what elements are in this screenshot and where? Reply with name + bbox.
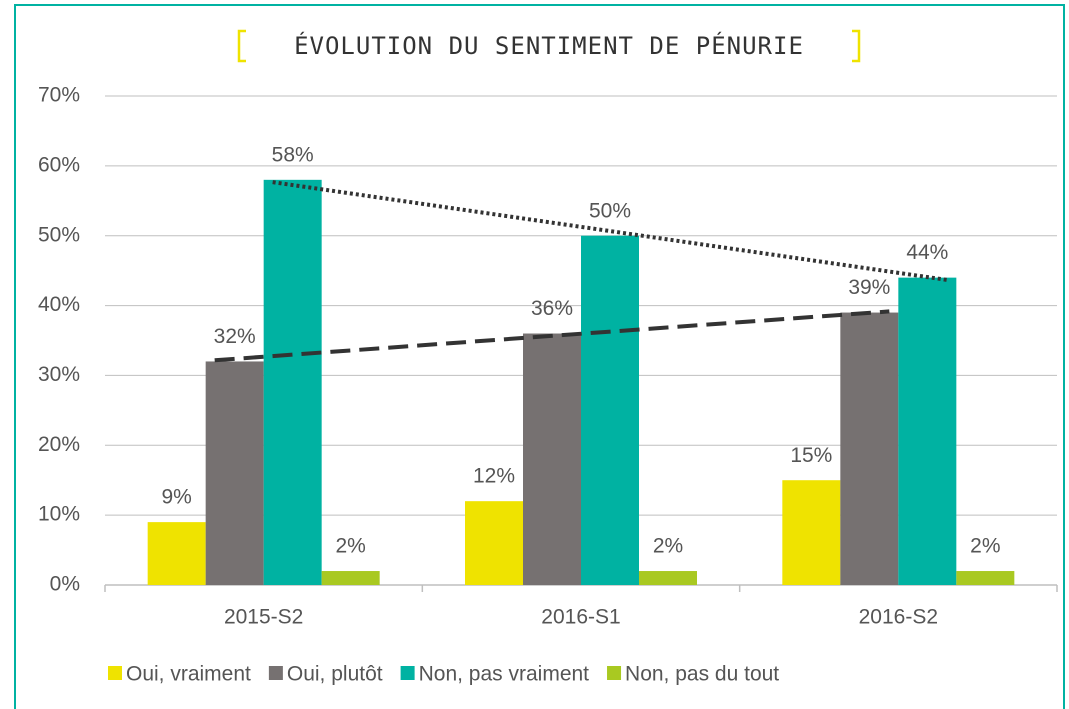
legend-label: Non, pas du tout: [625, 663, 779, 686]
title-bracket: [237, 29, 246, 63]
y-tick-label: 10%: [38, 503, 80, 526]
legend-label: Non, pas vraiment: [419, 663, 590, 686]
data-label: 44%: [906, 241, 948, 264]
bar: [639, 571, 697, 585]
data-label: 32%: [214, 325, 256, 348]
y-tick-label: 60%: [38, 153, 80, 176]
y-tick-label: 20%: [38, 433, 80, 456]
y-tick-label: 50%: [38, 223, 80, 246]
y-tick-label: 0%: [50, 573, 80, 596]
title-bracket: [852, 29, 861, 63]
bar: [147, 522, 206, 585]
y-tick-label: 30%: [38, 363, 80, 386]
data-label: 12%: [473, 465, 515, 488]
chart-title: ÉVOLUTION DU SENTIMENT DE PÉNURIE: [294, 31, 804, 60]
bar: [782, 480, 841, 585]
legend-label: Oui, vraiment: [126, 663, 251, 686]
x-tick-label: 2016-S1: [541, 606, 620, 629]
legend-swatch: [268, 666, 283, 680]
legend-swatch: [108, 666, 122, 680]
bar: [465, 501, 523, 585]
y-tick-label: 70%: [38, 84, 80, 107]
data-label: 36%: [531, 297, 573, 320]
data-label: 9%: [161, 486, 191, 509]
data-label: 2%: [335, 535, 365, 558]
bar: [263, 179, 322, 586]
x-tick-label: 2016-S2: [859, 606, 938, 629]
y-tick-label: 40%: [38, 293, 80, 316]
bar: [956, 571, 1015, 585]
bar: [523, 333, 581, 585]
bar: [321, 571, 380, 585]
data-label: 2%: [653, 535, 683, 558]
legend-swatch: [400, 666, 415, 680]
trendline: [214, 309, 890, 363]
frame: [14, 4, 1065, 709]
bar: [205, 361, 264, 585]
data-label: 2%: [970, 535, 1000, 558]
data-label: 39%: [848, 276, 890, 299]
bar: [898, 277, 957, 585]
legend-label: Oui, plutôt: [287, 663, 383, 686]
bar: [581, 235, 639, 585]
data-label: 58%: [272, 143, 314, 166]
x-tick-label: 2015-S2: [224, 606, 303, 629]
legend-swatch: [607, 666, 622, 680]
data-label: 50%: [589, 199, 631, 222]
bar: [840, 312, 899, 585]
data-label: 15%: [790, 444, 832, 467]
